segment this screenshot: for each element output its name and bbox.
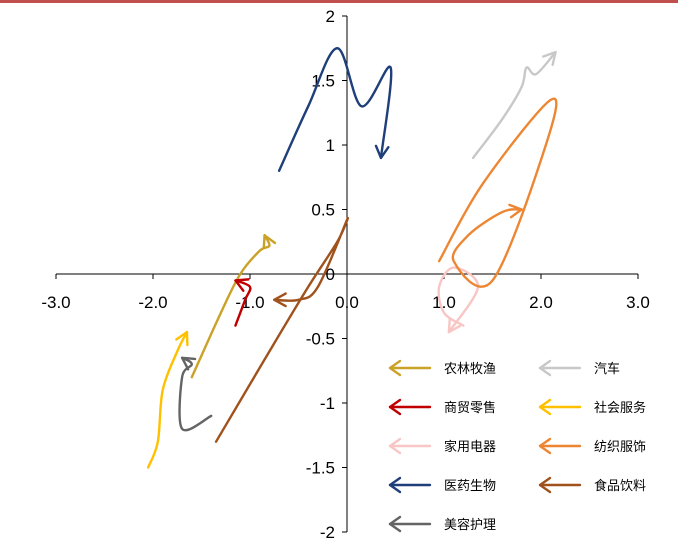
legend-swatch-arrow-1 xyxy=(388,359,402,377)
series-line-7 xyxy=(277,47,393,172)
series-arrowhead-6 xyxy=(508,203,523,219)
legend-label-2: 汽车 xyxy=(594,361,620,377)
x-tick-label: -3.0 xyxy=(41,293,70,312)
x-tick-label: 3.0 xyxy=(626,293,650,312)
y-tick-label: -0.5 xyxy=(306,330,335,349)
legend-swatch-arrow-6 xyxy=(538,437,552,455)
top-rule xyxy=(0,0,678,3)
series-arrowhead-5 xyxy=(447,317,462,334)
legend-label-3: 商贸零售 xyxy=(444,400,496,416)
series-arrowhead-9 xyxy=(180,356,197,371)
legend-swatch-arrow-9 xyxy=(388,515,402,533)
y-tick-label: -1.5 xyxy=(306,459,335,478)
legend-swatch-arrow-7 xyxy=(388,476,402,494)
x-tick-label: 1.0 xyxy=(432,293,456,312)
legend-swatch-arrow-5 xyxy=(388,437,402,455)
y-tick-label: -1 xyxy=(320,394,335,413)
y-tick-label: 1 xyxy=(326,136,335,155)
y-tick-label: 0.5 xyxy=(311,201,335,220)
series-line-8 xyxy=(214,216,349,443)
y-tick-label: 2 xyxy=(326,7,335,26)
y-tick-label: 0 xyxy=(326,265,335,284)
legend-label-4: 社会服务 xyxy=(594,400,646,416)
legend-label-8: 食品饮料 xyxy=(594,478,646,494)
y-tick-label: -2 xyxy=(320,523,335,542)
legend-swatch-arrow-8 xyxy=(538,476,552,494)
x-tick-label: -1.0 xyxy=(235,293,264,312)
series-arrowhead-2 xyxy=(542,50,557,66)
legend-swatch-arrow-2 xyxy=(538,359,552,377)
legend-label-9: 美容护理 xyxy=(444,517,496,533)
series-arrowhead-7 xyxy=(374,144,390,160)
series-arrowhead-4 xyxy=(175,330,189,347)
legend-swatch-arrow-3 xyxy=(388,398,402,416)
x-tick-label: 2.0 xyxy=(529,293,553,312)
x-tick-label: 0.0 xyxy=(335,293,359,312)
series-arrowhead-3 xyxy=(234,278,250,292)
legend-label-1: 农林牧渔 xyxy=(444,362,496,377)
legend-label-7: 医药生物 xyxy=(444,479,496,494)
series-line-2 xyxy=(471,50,557,160)
series-line-4 xyxy=(146,330,189,469)
series-line-1 xyxy=(190,234,271,379)
legend-label-6: 纺织服饰 xyxy=(594,440,646,455)
x-tick-label: -2.0 xyxy=(138,293,167,312)
series-arrowhead-1 xyxy=(262,234,277,250)
legend-label-5: 家用电器 xyxy=(444,439,496,455)
series-line-3 xyxy=(234,279,252,327)
series-line-9 xyxy=(178,356,213,432)
legend-swatch-arrow-4 xyxy=(538,398,552,416)
series-line-6 xyxy=(437,97,558,288)
series-arrowhead-8 xyxy=(273,292,287,308)
series-line-5 xyxy=(437,266,480,334)
